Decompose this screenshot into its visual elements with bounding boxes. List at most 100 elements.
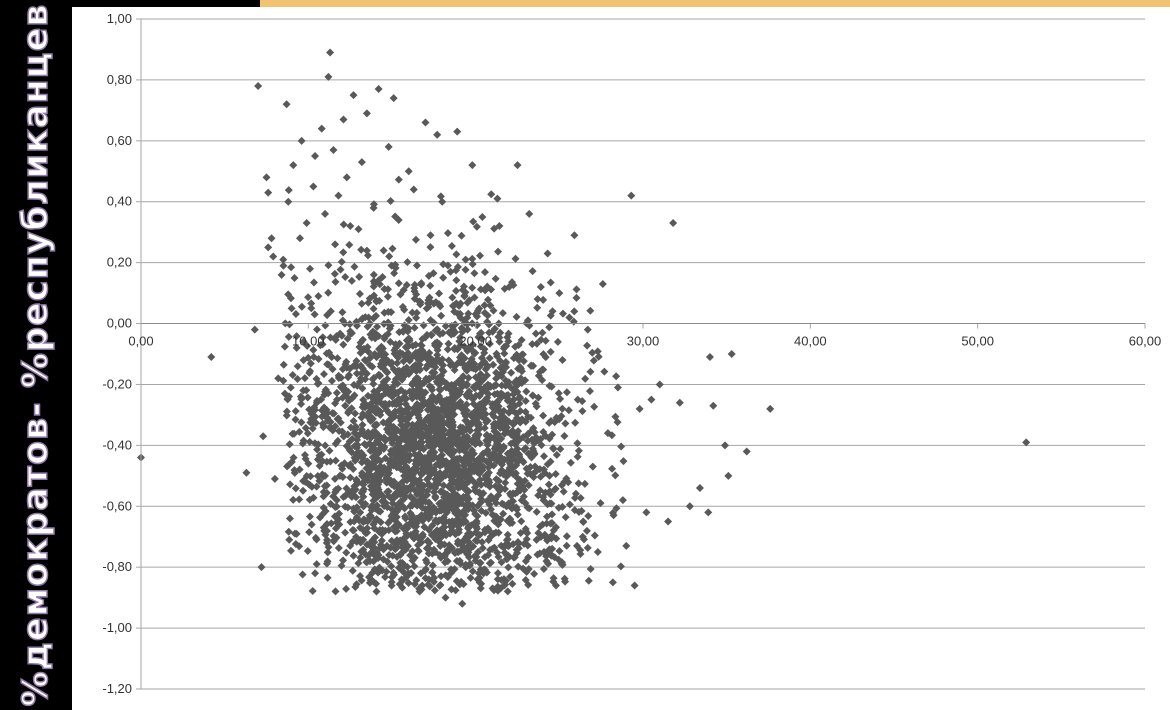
data-point xyxy=(514,436,523,445)
data-point xyxy=(305,495,314,504)
data-point xyxy=(517,517,526,526)
data-point xyxy=(388,244,397,253)
data-point xyxy=(317,406,326,415)
data-point xyxy=(429,299,438,308)
data-point xyxy=(431,493,440,502)
data-point xyxy=(351,456,360,465)
data-point xyxy=(352,369,361,378)
data-point xyxy=(578,397,587,406)
data-point xyxy=(458,599,467,608)
data-point xyxy=(343,393,352,402)
data-point xyxy=(317,124,326,133)
data-point xyxy=(404,316,413,325)
data-point xyxy=(417,387,426,396)
data-point xyxy=(309,346,318,355)
data-point xyxy=(538,520,547,529)
data-point xyxy=(471,365,480,374)
data-point xyxy=(491,450,500,459)
data-point xyxy=(418,503,427,512)
data-point xyxy=(497,381,506,390)
data-point xyxy=(467,410,476,419)
data-point xyxy=(299,436,308,445)
data-point xyxy=(464,309,473,318)
data-point xyxy=(534,491,543,500)
data-point xyxy=(437,498,446,507)
data-point xyxy=(557,412,566,421)
data-point xyxy=(367,333,376,342)
data-point xyxy=(386,462,395,471)
data-point xyxy=(437,311,446,320)
data-point xyxy=(497,434,506,443)
data-point xyxy=(490,427,499,436)
data-point xyxy=(297,136,306,145)
data-point xyxy=(417,401,426,410)
data-point xyxy=(339,248,348,257)
data-point xyxy=(322,488,331,497)
data-point xyxy=(317,450,326,459)
data-point xyxy=(374,370,383,379)
y-tick-label: 1,00 xyxy=(107,11,132,26)
data-point xyxy=(366,557,375,566)
data-point xyxy=(469,217,478,226)
data-point xyxy=(492,475,501,484)
data-point xyxy=(462,486,471,495)
data-point xyxy=(302,219,311,228)
data-point xyxy=(385,252,394,261)
data-point xyxy=(305,480,314,489)
data-point xyxy=(368,375,377,384)
data-point xyxy=(332,502,341,511)
data-point xyxy=(452,286,461,295)
data-point xyxy=(489,382,498,391)
data-point xyxy=(509,502,518,511)
data-point xyxy=(509,390,518,399)
data-point xyxy=(519,564,528,573)
data-point xyxy=(323,548,332,557)
data-point xyxy=(371,517,380,526)
data-point xyxy=(483,295,492,304)
data-point xyxy=(490,444,499,453)
data-point xyxy=(404,434,413,443)
data-point xyxy=(402,280,411,289)
data-point xyxy=(456,377,465,386)
data-point xyxy=(299,486,308,495)
data-point xyxy=(342,548,351,557)
data-point xyxy=(295,427,304,436)
data-point xyxy=(438,197,447,206)
data-point xyxy=(453,262,462,271)
data-point xyxy=(311,418,320,427)
data-point xyxy=(341,491,350,500)
data-point xyxy=(466,426,475,435)
data-point xyxy=(548,551,557,560)
data-point xyxy=(359,535,368,544)
data-point xyxy=(448,417,457,426)
data-point xyxy=(464,499,473,508)
data-point xyxy=(477,408,486,417)
data-point xyxy=(314,379,323,388)
data-point xyxy=(371,566,380,575)
data-point xyxy=(441,471,450,480)
data-point xyxy=(584,512,593,521)
data-point xyxy=(404,579,413,588)
data-point xyxy=(391,489,400,498)
data-point xyxy=(403,521,412,530)
data-point xyxy=(447,568,456,577)
data-point xyxy=(366,414,375,423)
data-point xyxy=(480,301,489,310)
data-point xyxy=(565,313,574,322)
data-point xyxy=(494,332,503,341)
data-point xyxy=(516,407,525,416)
data-point xyxy=(383,424,392,433)
data-point xyxy=(341,401,350,410)
data-point xyxy=(509,420,518,429)
data-point xyxy=(558,356,567,365)
data-point xyxy=(583,325,592,334)
data-point xyxy=(357,299,366,308)
data-point xyxy=(389,568,398,577)
data-point xyxy=(352,443,361,452)
data-point xyxy=(432,377,441,386)
data-point xyxy=(305,437,314,446)
data-point xyxy=(613,383,622,392)
data-point xyxy=(435,461,444,470)
data-point xyxy=(314,440,323,449)
data-point xyxy=(286,383,295,392)
